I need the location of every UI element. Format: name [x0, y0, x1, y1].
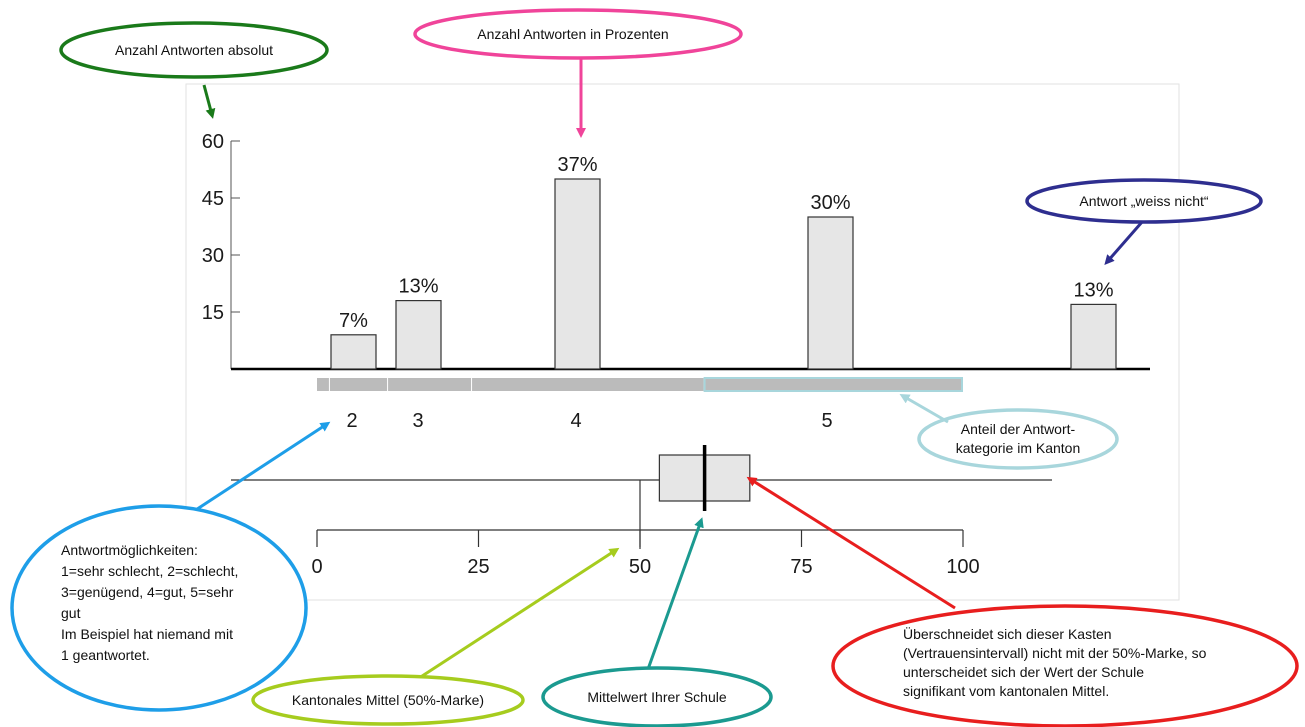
callout-school-mean: Mittelwert Ihrer Schule — [541, 517, 773, 727]
y-tick-label: 60 — [202, 131, 224, 153]
callout-significance-arrow — [746, 476, 956, 610]
callout-options-line-4: gut — [61, 605, 81, 621]
bar — [807, 216, 854, 370]
callout-pct-count-text: Anzahl Antworten in Prozenten — [477, 26, 668, 42]
bar-percent-label: 13% — [398, 276, 438, 298]
callout-significance-line-1: Überschneidet sich dieser Kasten — [903, 625, 1112, 642]
category-labels: 2 3 4 5 — [346, 410, 832, 432]
y-tick-label: 30 — [202, 245, 224, 267]
bar — [330, 334, 377, 370]
callout-canton-share: Anteil der Antwort- kategorie im Kanton — [899, 393, 1119, 470]
callout-canton-share-ellipse — [917, 408, 1119, 470]
callout-school-mean-text: Mittelwert Ihrer Schule — [587, 689, 726, 705]
x-tick-label: 75 — [790, 556, 812, 578]
category-label: 3 — [412, 410, 423, 432]
bars: 7% 13% 37% 30% 13% — [330, 154, 1117, 370]
bar — [554, 178, 601, 370]
callout-options-line-3: 3=genügend, 4=gut, 5=sehr — [61, 584, 234, 600]
callout-canton-share-line-1: Anteil der Antwort- — [961, 421, 1076, 437]
canton-share-segment — [388, 378, 472, 391]
callout-abs-count-text: Anzahl Antworten absolut — [115, 42, 273, 58]
x-tick-label: 50 — [629, 556, 651, 578]
callout-canton-share-arrow — [899, 393, 949, 424]
callout-options-line-5: Im Beispiel hat niemand mit — [61, 626, 233, 642]
canton-share-segment — [703, 377, 963, 392]
callout-school-mean-arrow — [645, 517, 704, 673]
callout-options-ellipse — [10, 504, 308, 712]
bar — [1070, 303, 1117, 370]
x-tick-label: 100 — [946, 556, 979, 578]
callout-significance: Überschneidet sich dieser Kasten (Vertra… — [746, 476, 1299, 727]
category-label: 5 — [821, 410, 832, 432]
category-label: 2 — [346, 410, 357, 432]
callout-abs-count: Anzahl Antworten absolut — [59, 21, 329, 119]
x-axis-ticks: 0 25 50 75 100 — [311, 530, 980, 578]
callout-options: Antwortmöglichkeiten: 1=sehr schlecht, 2… — [10, 421, 331, 712]
callout-canton-share-line-2: kategorie im Kanton — [956, 440, 1081, 456]
callout-abs-count-ellipse — [59, 21, 329, 79]
callout-significance-line-4: signifikant vom kantonalen Mittel. — [903, 683, 1109, 699]
y-tick-label: 45 — [202, 188, 224, 210]
callout-abs-count-arrow — [202, 84, 216, 119]
callout-dont-know: Antwort „weiss nicht“ — [1025, 178, 1263, 266]
callout-canton-mean-text: Kantonales Mittel (50%-Marke) — [292, 692, 484, 708]
callout-options-line-1: Antwortmöglichkeiten: — [61, 542, 198, 558]
canton-share-segment — [472, 378, 704, 391]
x-tick-label: 25 — [467, 556, 489, 578]
callout-significance-line-3: unterscheidet sich der Wert der Schule — [903, 664, 1144, 680]
callout-significance-ellipse — [831, 604, 1299, 727]
bar-percent-label: 7% — [339, 310, 368, 332]
callout-options-arrow — [184, 421, 331, 519]
canton-share-bar — [317, 377, 963, 392]
callout-pct-count-ellipse — [413, 8, 743, 60]
canton-share-segment — [317, 378, 329, 391]
callout-pct-count: Anzahl Antworten in Prozenten — [413, 8, 743, 138]
bar-percent-label: 37% — [557, 154, 597, 176]
callout-options-line-2: 1=sehr schlecht, 2=schlecht, — [61, 563, 238, 579]
canton-share-segment — [329, 378, 388, 391]
callout-dont-know-ellipse — [1025, 178, 1263, 224]
bar-percent-label: 13% — [1073, 279, 1113, 301]
callout-dont-know-arrow — [1104, 221, 1144, 266]
y-tick-label: 15 — [202, 302, 224, 324]
callout-school-mean-ellipse — [541, 666, 773, 727]
callout-dont-know-text: Antwort „weiss nicht“ — [1079, 193, 1208, 209]
bar — [395, 300, 442, 370]
callout-options-line-6: 1 geantwortet. — [61, 647, 150, 663]
category-label: 4 — [570, 410, 581, 432]
callout-canton-mean: Kantonales Mittel (50%-Marke) — [251, 547, 620, 726]
x-tick-label: 0 — [311, 556, 322, 578]
callout-canton-mean-arrow — [415, 547, 620, 682]
bar-percent-label: 30% — [810, 192, 850, 214]
y-axis-ticks: 60 45 30 15 — [202, 131, 240, 324]
callout-significance-line-2: (Vertrauensintervall) nicht mit der 50%-… — [903, 645, 1207, 661]
callout-canton-mean-ellipse — [251, 674, 525, 726]
box-plot: 0 25 50 75 100 — [231, 445, 1052, 578]
